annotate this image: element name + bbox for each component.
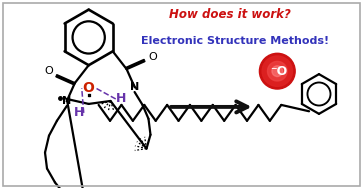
- Text: N: N: [62, 96, 72, 106]
- Text: H: H: [115, 92, 126, 105]
- Text: ⁻O: ⁻O: [271, 65, 288, 78]
- Circle shape: [262, 56, 293, 86]
- Circle shape: [260, 53, 295, 89]
- Text: O: O: [45, 66, 53, 76]
- Text: How does it work?: How does it work?: [169, 8, 290, 21]
- Circle shape: [268, 61, 287, 81]
- Text: Electronic Structure Methods!: Electronic Structure Methods!: [140, 36, 329, 46]
- Text: N: N: [130, 82, 139, 92]
- Text: H: H: [74, 106, 84, 119]
- Text: O: O: [148, 52, 157, 62]
- Text: O: O: [83, 81, 95, 95]
- Circle shape: [272, 66, 283, 77]
